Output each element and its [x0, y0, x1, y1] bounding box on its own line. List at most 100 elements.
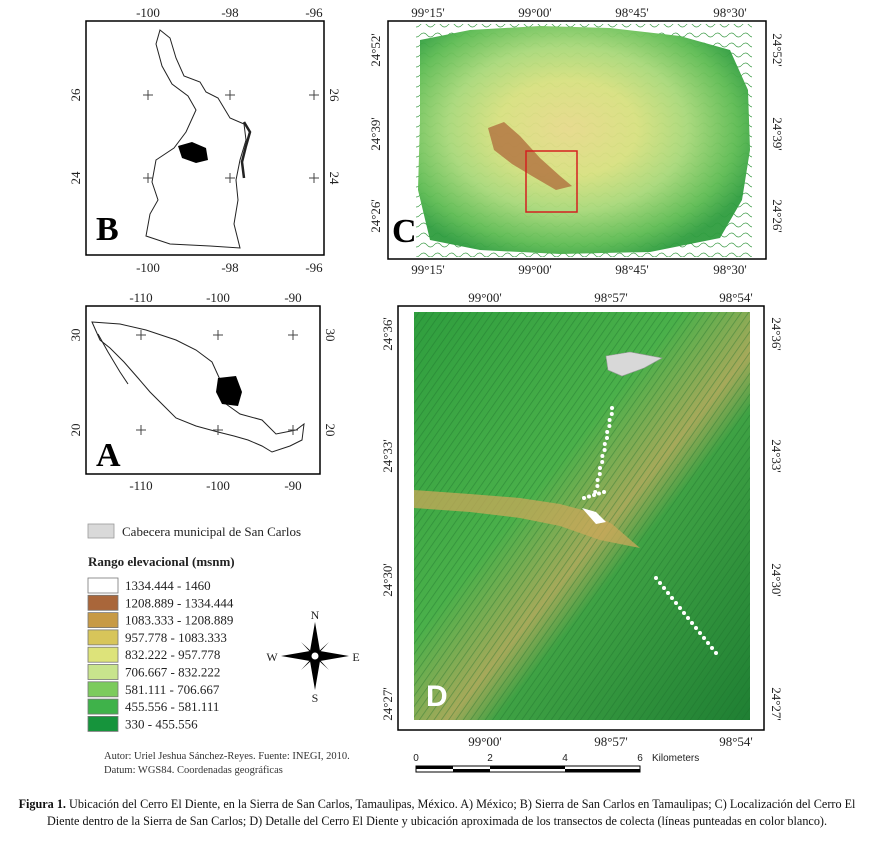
- compass-center: [310, 651, 320, 661]
- caption-label: Figura 1.: [18, 797, 66, 811]
- d-top-tick: 98°54': [719, 290, 753, 305]
- legend-swatch: [87, 681, 119, 698]
- figure-caption: Figura 1. Ubicación del Cerro El Diente,…: [4, 796, 870, 830]
- transect-point: [670, 596, 674, 600]
- transect-point: [610, 406, 614, 410]
- d-bottom-tick: 98°57': [594, 734, 628, 749]
- d-bottom-tick: 98°54': [719, 734, 753, 749]
- ridge-crest: [414, 490, 640, 548]
- transect-point: [662, 586, 666, 590]
- scale-tick: 2: [487, 753, 493, 764]
- transect-point: [597, 491, 601, 496]
- transect-point: [609, 412, 614, 416]
- scale-bar: 0 2 4 6 Kilometers: [413, 753, 699, 773]
- c-top-tick: 99°00': [518, 5, 552, 20]
- d-left-tick: 24°36': [380, 317, 395, 351]
- c-top-tick: 98°45': [615, 5, 649, 20]
- author-credits: Autor: Uriel Jeshua Sánchez-Reyes. Fuent…: [104, 750, 350, 778]
- transect-point: [686, 616, 690, 620]
- b-left-tick: 24: [68, 171, 83, 185]
- d-top-tick: 98°57': [594, 290, 628, 305]
- transect-point: [593, 490, 598, 494]
- datum-line: Datum: WGS84. Coordenadas geográficas: [104, 765, 283, 776]
- transect-point: [605, 430, 610, 434]
- legend: Cabecera municipal de San Carlos Rango e…: [87, 523, 301, 732]
- compass-s: S: [312, 691, 319, 705]
- transect-point: [592, 493, 596, 497]
- b-right-tick: 26: [327, 89, 342, 103]
- compass-e: E: [352, 650, 359, 664]
- b-bottom-tick: -100: [136, 260, 160, 275]
- legend-items: 1334.444 - 1460 1208.889 - 1334.444 1083.3…: [87, 577, 234, 732]
- compass-needle-south: [310, 656, 320, 690]
- san-carlos-town: [605, 351, 663, 377]
- c-bottom-tick: 99°00': [518, 262, 552, 277]
- transect-point: [714, 651, 718, 655]
- compass-needle-east: [315, 651, 349, 661]
- transect-point: [666, 591, 670, 595]
- transect-point: [702, 636, 706, 640]
- a-top-tick: -110: [129, 290, 152, 305]
- transect-point: [678, 606, 682, 610]
- legend-swatch: [87, 594, 119, 611]
- compass-needle-sw: [301, 656, 315, 670]
- compass-n: N: [311, 608, 320, 622]
- author-line: Autor: Uriel Jeshua Sánchez-Reyes. Fuent…: [104, 751, 350, 762]
- b-right-tick: 24: [327, 172, 342, 186]
- summit-patch: [582, 508, 606, 524]
- a-right-tick: 20: [323, 424, 338, 437]
- c-right-tick: 24°26': [770, 199, 785, 233]
- c-bottom-tick: 98°45': [615, 262, 649, 277]
- panel-c-map: 99°15' 99°00' 98°45' 98°30' 99°15' 99°00…: [368, 5, 785, 277]
- a-bottom-tick: -110: [129, 478, 152, 493]
- c-bottom-tick: 98°30': [713, 262, 747, 277]
- caption-text: Ubicación del Cerro El Diente, en la Sie…: [46, 797, 856, 828]
- legend-swatch: [87, 629, 119, 646]
- legend-title: Rango elevacional (msnm): [88, 554, 235, 569]
- d-right-tick: 24°30': [769, 563, 784, 597]
- legend-item-label: 706.667 - 832.222: [125, 665, 220, 680]
- baja-california: [97, 333, 129, 385]
- c-left-tick: 24°52': [368, 33, 383, 67]
- transect-point: [674, 601, 678, 605]
- transect-2: [654, 576, 718, 655]
- transect-point: [595, 478, 600, 482]
- transect-point: [694, 626, 698, 630]
- transect-point: [602, 442, 607, 446]
- legend-item-label: 1208.889 - 1334.444: [125, 595, 234, 610]
- transect-point: [605, 436, 609, 440]
- compass-w: W: [266, 650, 278, 664]
- d-bottom-tick: 99°00': [468, 734, 502, 749]
- transect-point: [587, 494, 591, 499]
- legend-item-label: 581.111 - 706.667: [125, 682, 220, 697]
- study-area-box: [525, 150, 578, 213]
- legend-swatch: [87, 646, 119, 663]
- transect-point: [682, 611, 686, 615]
- a-bottom-tick: -90: [284, 478, 301, 493]
- transect-point: [607, 424, 612, 428]
- elevation-surface: [418, 26, 750, 254]
- c-bottom-tick: 99°15': [411, 262, 445, 277]
- d-left-tick: 24°33': [380, 439, 395, 473]
- d-right-tick: 24°33': [769, 439, 784, 473]
- compass-needle-west: [281, 651, 315, 661]
- scale-tick: 6: [637, 753, 643, 764]
- transect-point: [690, 621, 694, 625]
- c-left-tick: 24°39': [368, 117, 383, 151]
- transect-point: [607, 418, 612, 422]
- panel-b-letter: B: [96, 211, 119, 248]
- transect-point: [658, 581, 662, 585]
- b-top-tick: -98: [221, 5, 238, 20]
- transect-point: [600, 454, 605, 458]
- transect-point: [600, 460, 605, 464]
- panel-b-graticule: [143, 90, 319, 183]
- d-top-tick: 99°00': [468, 290, 502, 305]
- transect-point: [698, 631, 702, 635]
- legend-item-label: 1083.333 - 1208.889: [125, 613, 233, 628]
- panel-d-map: 99°00' 98°57' 98°54' 99°00' 98°57' 98°54…: [380, 290, 784, 749]
- transect-point: [710, 646, 714, 650]
- scale-segment: [453, 769, 490, 772]
- scale-segment: [490, 766, 565, 769]
- municipal-label: Cabecera municipal de San Carlos: [122, 524, 301, 539]
- transect-point: [582, 496, 586, 500]
